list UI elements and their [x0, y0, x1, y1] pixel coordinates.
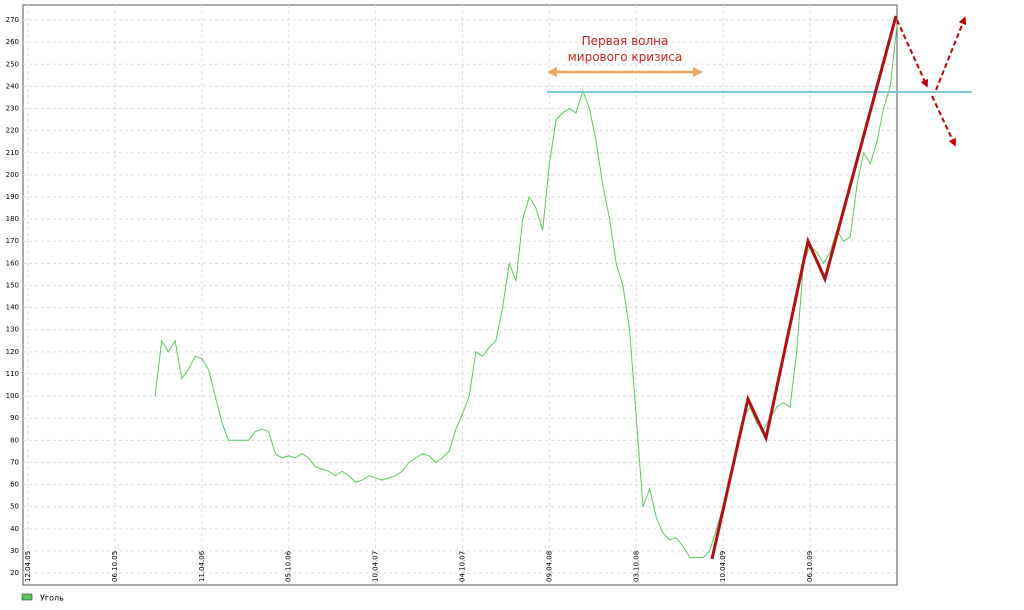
y-tick-label: 20 [10, 569, 19, 577]
x-tick-label: 03.10.08 [632, 551, 640, 582]
y-tick-label: 220 [6, 127, 19, 135]
x-tick-label: 11.04.06 [198, 550, 206, 582]
y-tick-label: 180 [6, 215, 19, 223]
forecast-arrow [935, 16, 967, 91]
y-tick-label: 250 [6, 60, 19, 68]
y-tick-label: 110 [6, 370, 19, 378]
series-line [154, 24, 898, 559]
annotation-line: мирового кризиса [568, 50, 682, 64]
y-tick-label: 100 [6, 392, 19, 400]
annotation-line: Первая волна [582, 34, 669, 48]
y-tick-label: 240 [6, 82, 19, 90]
y-tick-label: 50 [10, 503, 19, 511]
plot-layer: 20 30 40 50 60 70 80 90 100 110 120 130 140 150 160 170… [6, 5, 898, 585]
y-tick-label: 230 [6, 105, 19, 113]
y-tick-label: 60 [10, 481, 19, 489]
x-tick-label: 10.04.07 [372, 551, 380, 582]
y-tick-label: 90 [10, 414, 19, 422]
y-tick-label: 200 [6, 171, 19, 179]
x-tick-label: 10.04.09 [719, 551, 727, 582]
y-tick-label: 260 [6, 38, 19, 46]
forecast-arrow [896, 19, 928, 88]
x-tick-label: 09.04.08 [545, 551, 553, 582]
x-tick-label: 04.10.07 [459, 551, 467, 582]
x-tick-label: 05.10.06 [285, 550, 293, 582]
y-tick-label: 120 [6, 348, 19, 356]
x-tick-label: 06.10.09 [806, 551, 814, 582]
y-tick-label: 30 [10, 547, 19, 555]
y-tick-label: 130 [6, 326, 19, 334]
x-tick-label: 12.04.05 [24, 551, 32, 582]
y-tick-label: 270 [6, 16, 19, 24]
y-tick-label: 160 [6, 259, 19, 267]
y-tick-label: 190 [6, 193, 19, 201]
forecast-arrow [931, 95, 956, 147]
legend-label: Уголь [40, 594, 64, 603]
x-tick-label: 06.10.05 [111, 551, 119, 582]
trend-line [710, 15, 898, 560]
plot-frame [22, 4, 898, 586]
y-tick-label: 210 [6, 149, 19, 157]
y-tick-label: 140 [6, 304, 19, 312]
y-tick-label: 150 [6, 281, 19, 289]
y-tick-label: 40 [10, 525, 19, 533]
y-tick-label: 80 [10, 436, 19, 444]
legend-swatch [21, 593, 33, 601]
y-tick-label: 170 [6, 237, 19, 245]
y-tick-label: 70 [10, 458, 19, 466]
